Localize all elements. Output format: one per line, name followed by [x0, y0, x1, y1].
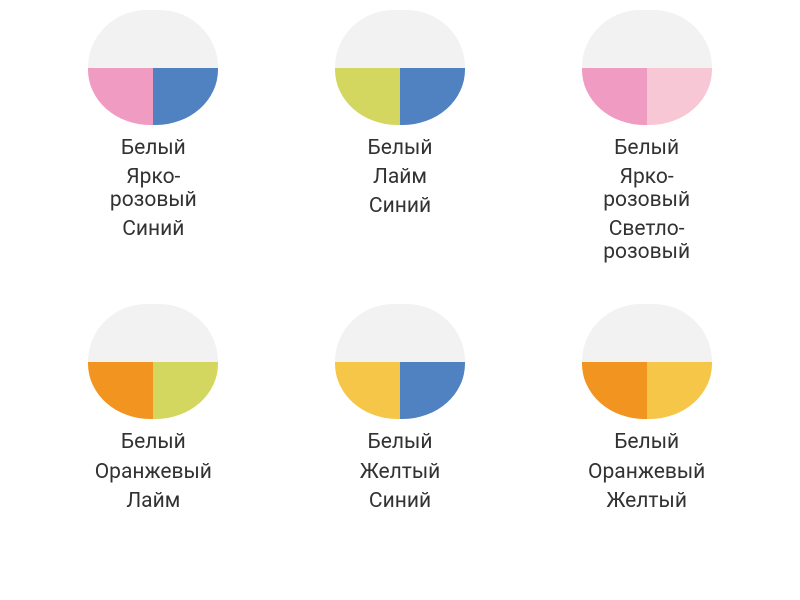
blob-region-bottom-left [88, 68, 153, 126]
color-label: Ярко- розовый [110, 166, 197, 212]
color-label: Белый [614, 431, 679, 454]
color-label: Белый [614, 137, 679, 160]
swatch-item-white-orange-lime: Белый Оранжевый Лайм [60, 304, 247, 512]
color-blob [88, 304, 218, 419]
blob-region-bottom-left [335, 68, 400, 126]
color-labels: Белый Желтый Синий [360, 431, 441, 512]
blob-region-top [582, 10, 712, 68]
swatch-item-white-orange-yellow: Белый Оранжевый Желтый [553, 304, 740, 512]
blob-region-bottom-right [400, 362, 465, 420]
color-blob [335, 304, 465, 419]
swatch-grid: БелыйЯрко- розовыйСинийБелыйЛаймСинийБел… [0, 0, 800, 533]
color-label: Лайм [373, 166, 427, 189]
blob-region-bottom-left [335, 362, 400, 420]
color-label: Белый [121, 431, 186, 454]
blob-region-top [335, 10, 465, 68]
blob-region-top [582, 304, 712, 362]
blob-region-bottom-left [88, 362, 153, 420]
swatch-item-white-yellow-blue: Белый Желтый Синий [307, 304, 494, 512]
blob-region-top [88, 304, 218, 362]
color-label: Белый [368, 137, 433, 160]
blob-region-bottom-right [647, 68, 712, 126]
color-blob [335, 10, 465, 125]
color-blob [582, 10, 712, 125]
swatch-item-white-brightpink-lightpink: Белый Ярко- розовый Светло- розовый [553, 10, 740, 264]
color-label: Синий [122, 218, 184, 241]
color-label: Синий [369, 195, 431, 218]
swatch-item-white-lime-blue: Белый Лайм Синий [307, 10, 494, 264]
color-labels: Белый Оранжевый Желтый [588, 431, 705, 512]
swatch-item-white-brightpink-blue: Белый Ярко- розовый Синий [60, 10, 247, 264]
color-label: Оранжевый [95, 461, 212, 484]
blob-region-bottom-right [400, 68, 465, 126]
color-label: Белый [368, 431, 433, 454]
blob-region-top [88, 10, 218, 68]
color-label: Светло- розовый [603, 218, 690, 264]
blob-region-bottom-right [153, 362, 218, 420]
color-label: Лайм [126, 490, 180, 513]
color-label: Оранжевый [588, 461, 705, 484]
color-label: Синий [369, 490, 431, 513]
blob-region-bottom-right [153, 68, 218, 126]
color-label: Желтый [360, 461, 441, 484]
blob-region-top [335, 304, 465, 362]
color-labels: Белый Лайм Синий [368, 137, 433, 218]
blob-region-bottom-left [582, 362, 647, 420]
color-label: Желтый [606, 490, 687, 513]
color-labels: Белый Ярко- розовый Синий [110, 137, 197, 241]
color-blob [88, 10, 218, 125]
color-blob [582, 304, 712, 419]
color-labels: Белый Оранжевый Лайм [95, 431, 212, 512]
color-labels: Белый Ярко- розовый Светло- розовый [603, 137, 690, 264]
color-label: Ярко- розовый [603, 166, 690, 212]
blob-region-bottom-left [582, 68, 647, 126]
blob-region-bottom-right [647, 362, 712, 420]
color-label: Белый [121, 137, 186, 160]
